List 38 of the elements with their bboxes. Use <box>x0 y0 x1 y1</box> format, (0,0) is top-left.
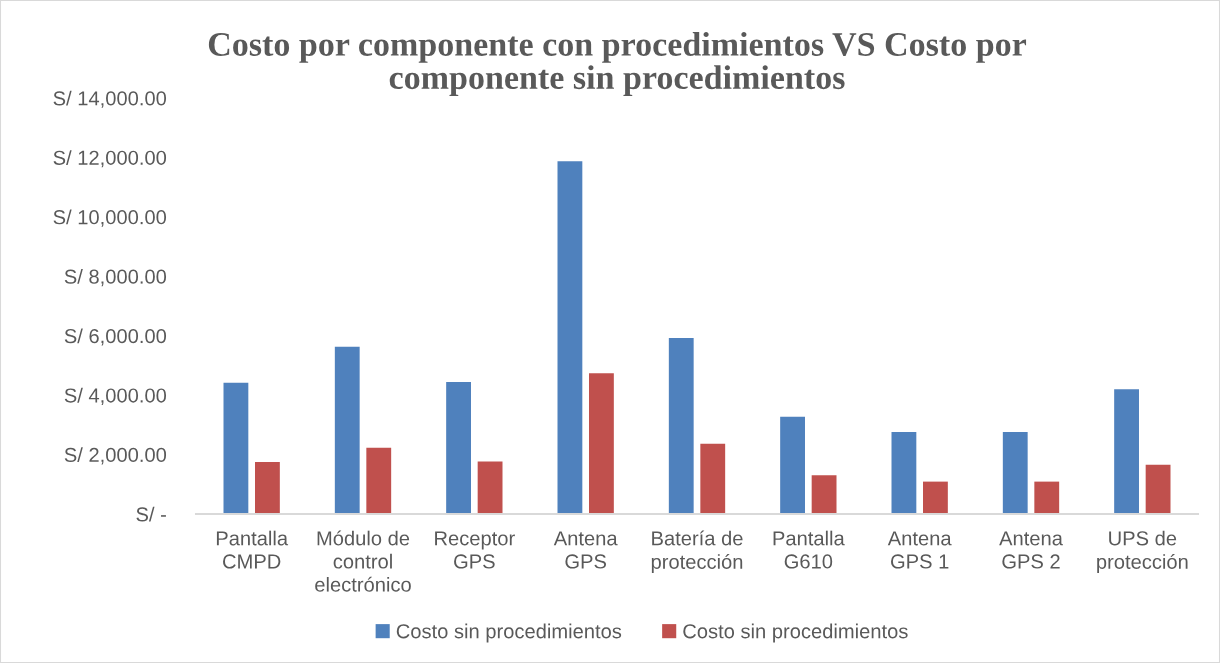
x-tick-label: Pantalla CMPD <box>216 530 289 569</box>
y-tick-label: S/ 8,000.00 <box>64 268 167 287</box>
x-tick-label: Antena GPS 2 <box>999 531 1063 569</box>
bar <box>1114 389 1139 514</box>
legend-label: Costo sin procedimientos <box>683 623 908 643</box>
x-tick-label: Antena GPS 1 <box>887 531 952 569</box>
bar <box>1145 464 1171 514</box>
bar <box>1034 481 1060 514</box>
bar <box>700 443 726 514</box>
bar <box>811 475 837 514</box>
legend-label: Costo sin procedimientos <box>396 623 622 643</box>
bar <box>668 338 694 514</box>
y-tick-label: S/ 6,000.00 <box>64 328 167 346</box>
x-tick-label: Antena GPS <box>553 531 618 569</box>
bar <box>923 481 948 514</box>
x-tick-label: Pantalla G610 <box>773 530 845 569</box>
bar <box>477 461 503 514</box>
x-tick-label: Batería de protección <box>651 530 743 573</box>
x-tick-label: UPS de protección <box>1097 530 1188 573</box>
chart-title: Costo por componente con procedimientos VS Costo por componente sin procedimientos <box>208 31 1027 97</box>
x-tick-label: Receptor GPS <box>435 531 515 569</box>
bar <box>255 462 280 514</box>
y-tick-label: S/ 12,000.00 <box>53 150 167 168</box>
bar <box>1002 431 1028 514</box>
bar <box>334 346 360 514</box>
y-tick-label: S/ 14,000.00 <box>53 90 167 108</box>
x-tick-label: Módulo de control electrónico <box>315 530 411 592</box>
bar <box>589 373 614 514</box>
bar <box>446 382 471 514</box>
bar <box>223 382 249 514</box>
bar <box>780 416 805 514</box>
bar <box>557 161 583 514</box>
y-tick-label: S/ 10,000.00 <box>53 209 167 227</box>
y-tick-label: S/ 2,000.00 <box>64 447 167 465</box>
bar <box>366 447 392 514</box>
bar <box>891 431 917 514</box>
y-tick-label: S/ - <box>136 506 166 522</box>
y-tick-label: S/ 4,000.00 <box>64 387 167 406</box>
